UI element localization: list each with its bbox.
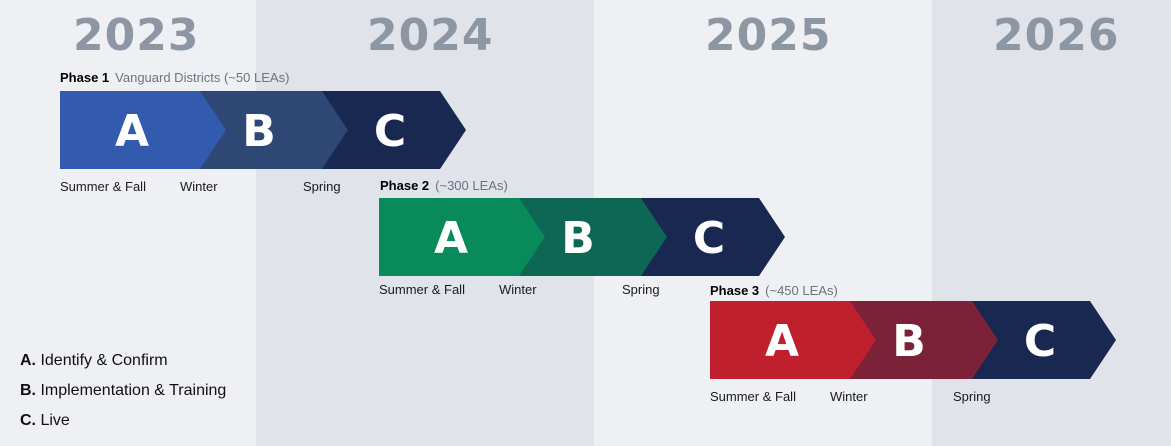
phase-3-stage-b-chevron — [846, 301, 998, 379]
phase-1-name: Phase 1 — [60, 70, 110, 85]
legend-item-a: A. Identify & Confirm — [20, 352, 168, 370]
phase-2-season-spring: Spring — [622, 282, 660, 297]
legend-item-b: B. Implementation & Training — [20, 382, 226, 400]
phase-2-name: Phase 2 — [380, 178, 430, 193]
phase-1-chevrons: A B C — [60, 91, 466, 169]
phase-1-season-summer-fall: Summer & Fall — [60, 179, 146, 194]
year-column-2023 — [0, 0, 256, 446]
phase-1-stage-c-chevron — [320, 91, 466, 169]
phase-2-stage-b-chevron — [515, 198, 667, 276]
legend-text-b: Implementation & Training — [40, 382, 227, 399]
phase-3-stage-a-letter: A — [765, 316, 799, 367]
phase-1-label: Phase 1 Vanguard Districts (~50 LEAs) — [60, 70, 289, 85]
phase-2-stage-b-letter: B — [561, 213, 595, 264]
phase-3-chevrons: A B C — [710, 301, 1116, 379]
phase-1-stage-c-letter: C — [374, 106, 406, 157]
phase-3-description: (~450 LEAs) — [765, 283, 838, 298]
phase-3-stage-a-chevron — [710, 301, 876, 379]
phase-3-stage-b-letter: B — [892, 316, 926, 367]
phase-3-label: Phase 3 (~450 LEAs) — [710, 283, 838, 298]
phase-2-stage-c-letter: C — [693, 213, 725, 264]
year-label-2025: 2025 — [705, 10, 832, 61]
phase-3-season-winter: Winter — [830, 389, 868, 404]
phase-1-stage-b-letter: B — [242, 106, 276, 157]
phase-3-season-spring: Spring — [953, 389, 991, 404]
legend-key-b: B. — [20, 382, 36, 399]
phase-2-season-summer-fall: Summer & Fall — [379, 282, 465, 297]
phase-2-stage-c-chevron — [639, 198, 785, 276]
phase-2-chevrons: A B C — [379, 198, 785, 276]
phase-1-season-spring: Spring — [303, 179, 341, 194]
phase-2-stage-a-letter: A — [434, 213, 468, 264]
year-column-2026 — [932, 0, 1171, 446]
phase-2-stage-a-chevron — [379, 198, 545, 276]
phase-1-stage-b-chevron — [196, 91, 348, 169]
phase-2-description: (~300 LEAs) — [435, 178, 508, 193]
phase-1-description: Vanguard Districts (~50 LEAs) — [115, 70, 290, 85]
legend-key-a: A. — [20, 352, 36, 369]
phase-1-stage-a-chevron — [60, 91, 226, 169]
phase-2-label: Phase 2 (~300 LEAs) — [380, 178, 508, 193]
year-label-2023: 2023 — [73, 10, 200, 61]
phase-2-season-winter: Winter — [499, 282, 537, 297]
phase-1-stage-a-letter: A — [115, 106, 149, 157]
phase-1-season-winter: Winter — [180, 179, 218, 194]
year-label-2026: 2026 — [993, 10, 1120, 61]
legend-item-c: C. Live — [20, 412, 70, 430]
phase-3-stage-c-letter: C — [1024, 316, 1056, 367]
legend-text-a: Identify & Confirm — [40, 352, 168, 369]
phase-3-name: Phase 3 — [710, 283, 760, 298]
phase-3-season-summer-fall: Summer & Fall — [710, 389, 796, 404]
legend-text-c: Live — [40, 412, 70, 429]
legend-key-c: C. — [20, 412, 36, 429]
year-label-2024: 2024 — [367, 10, 494, 61]
phase-3-stage-c-chevron — [970, 301, 1116, 379]
